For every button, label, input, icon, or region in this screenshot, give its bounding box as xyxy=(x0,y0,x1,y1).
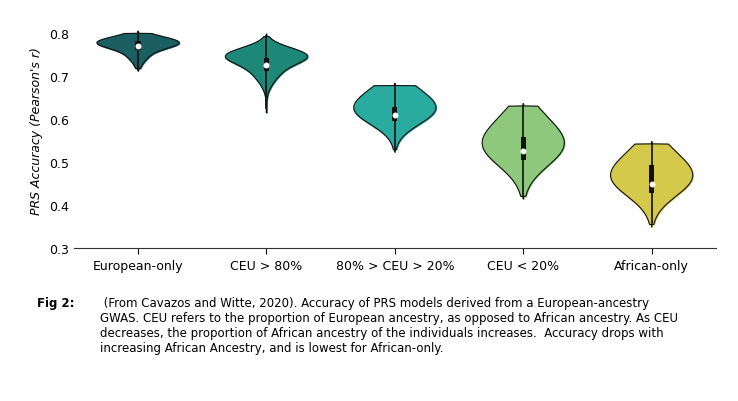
Point xyxy=(517,149,529,155)
Bar xyxy=(264,59,269,72)
Bar xyxy=(649,166,654,194)
Bar xyxy=(521,138,525,160)
Point xyxy=(132,43,144,50)
Point xyxy=(261,63,272,69)
Bar xyxy=(393,107,397,122)
Y-axis label: PRS Accuracy (Pearson's r): PRS Accuracy (Pearson's r) xyxy=(30,47,44,214)
Point xyxy=(646,181,658,187)
Text: Fig 2:: Fig 2: xyxy=(37,297,75,310)
Text: (From Cavazos and Witte, 2020). Accuracy of PRS models derived from a European-a: (From Cavazos and Witte, 2020). Accuracy… xyxy=(100,297,677,354)
Point xyxy=(389,112,401,118)
Bar xyxy=(136,42,140,51)
